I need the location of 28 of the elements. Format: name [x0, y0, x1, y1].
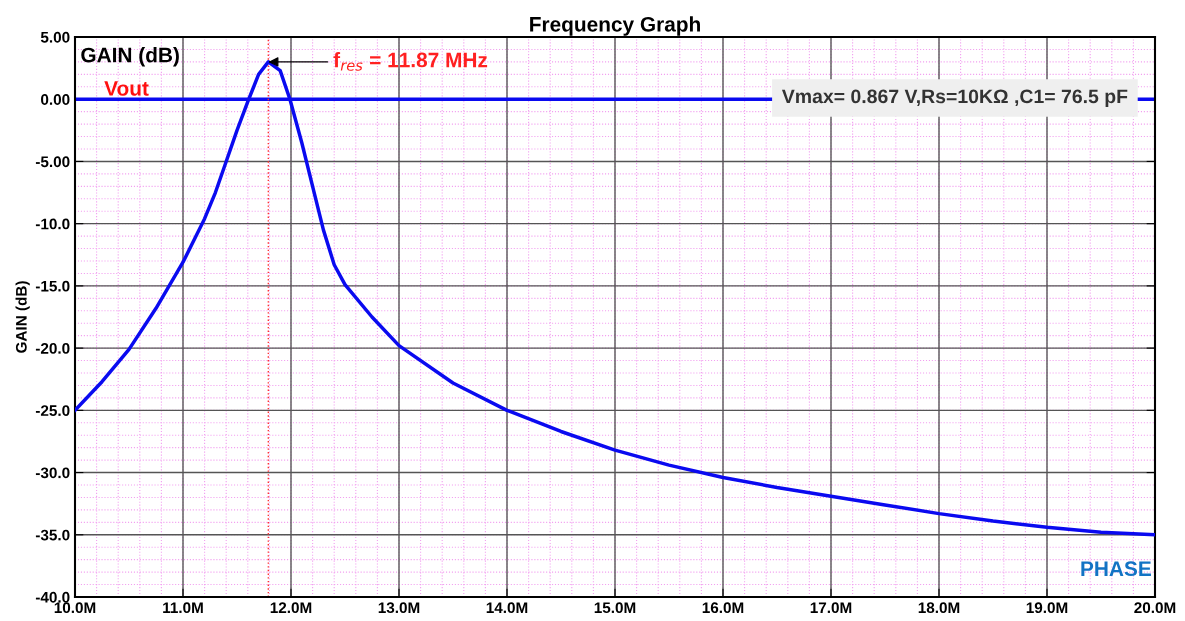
chart-title: Frequency Graph [530, 16, 700, 36]
x-tick-label: 12.0M [270, 602, 312, 614]
y-tick-label: -25.0 [35, 405, 70, 417]
x-tick-label: 16.0M [702, 602, 744, 614]
y-tick-label: 0.00 [41, 94, 70, 105]
annotation: PHASE [1081, 561, 1151, 577]
x-tick-label: 17.0M [810, 602, 852, 614]
x-tick-label: 18.0M [918, 602, 960, 614]
y-tick-label: -35.0 [35, 529, 70, 541]
x-tick-label: 15.0M [594, 602, 636, 614]
x-tick-label: 10.0M [54, 602, 96, 614]
y-tick-label: -30.0 [35, 467, 70, 479]
y-tick-label: -10.0 [35, 218, 70, 230]
y-tick-label: -15.0 [35, 280, 70, 292]
x-tick-label: 20.0M [1134, 602, 1176, 614]
x-tick-label: 14.0M [486, 602, 528, 614]
x-tick-label: 11.0M [163, 602, 203, 614]
x-tick-label: 19.0M [1026, 602, 1068, 614]
annotation: Vmax= 0.867 V,Rs=10KΩ ,C1= 76.5 pF [781, 89, 1128, 108]
y-tick-label: 5.00 [40, 31, 70, 43]
y-tick-label: -40.0 [35, 591, 70, 603]
y-tick-label: -20.0 [35, 342, 70, 354]
annotation: f$_{res}$ = 11.87 MHz [333, 52, 488, 71]
y-axis-title: GAIN (dB) [15, 281, 30, 353]
annotation: Vout [104, 81, 149, 96]
x-tick-label: 13.0M [378, 602, 420, 614]
y-tick-label: -5.00 [35, 156, 70, 168]
annotation: GAIN (dB) [81, 47, 179, 67]
